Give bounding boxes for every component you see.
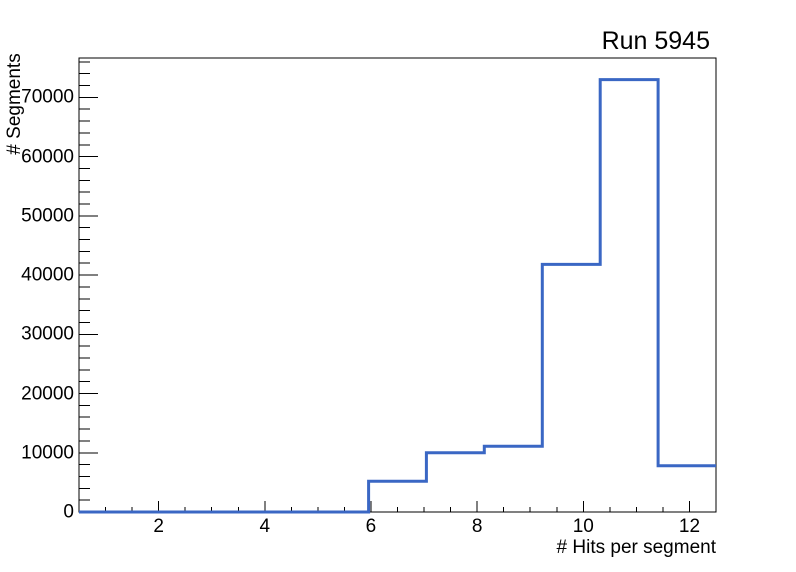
plot-title: Run 5945 [601,27,710,55]
y-tick-label: 50000 [21,205,74,227]
y-tick-label: 20000 [21,383,74,405]
y-tick-label: 30000 [21,323,74,345]
x-tick-label: 2 [153,516,164,537]
y-tick-label: 40000 [21,264,74,286]
histogram-step-line [79,78,716,514]
plot-frame [78,57,717,513]
x-tick-label: 8 [471,516,483,537]
x-tick-label: 4 [259,516,271,537]
x-tick-label: 6 [365,516,377,537]
y-tick-label: 10000 [21,442,74,464]
x-tick-label: 12 [678,516,701,537]
y-tick-label: 70000 [21,86,74,108]
x-axis-title: # Hits per segment [556,537,716,558]
x-tick-label: 10 [572,516,594,537]
y-tick-label: 60000 [21,146,74,168]
y-tick-label: 0 [63,501,74,523]
